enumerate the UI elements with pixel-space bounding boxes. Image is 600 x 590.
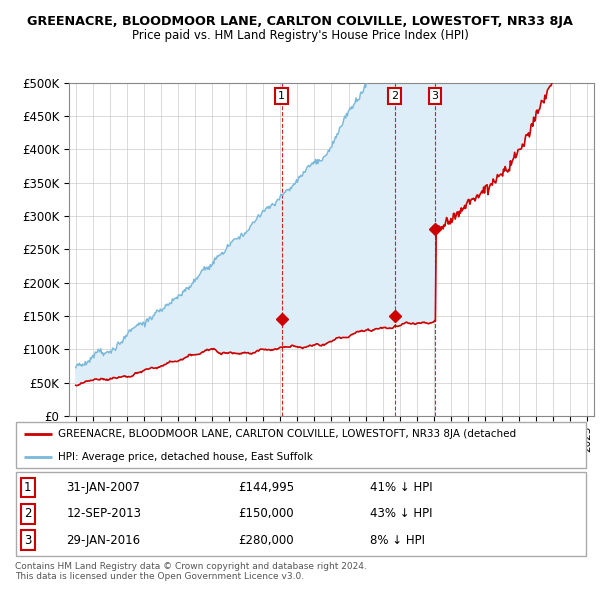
- Text: £144,995: £144,995: [238, 481, 295, 494]
- Text: GREENACRE, BLOODMOOR LANE, CARLTON COLVILLE, LOWESTOFT, NR33 8JA (detached: GREENACRE, BLOODMOOR LANE, CARLTON COLVI…: [58, 429, 516, 439]
- Text: 31-JAN-2007: 31-JAN-2007: [67, 481, 140, 494]
- FancyBboxPatch shape: [16, 472, 586, 556]
- Text: Price paid vs. HM Land Registry's House Price Index (HPI): Price paid vs. HM Land Registry's House …: [131, 30, 469, 42]
- Text: 1: 1: [24, 481, 31, 494]
- Text: 3: 3: [431, 91, 439, 101]
- Text: 43% ↓ HPI: 43% ↓ HPI: [370, 507, 433, 520]
- FancyBboxPatch shape: [16, 422, 586, 468]
- Text: GREENACRE, BLOODMOOR LANE, CARLTON COLVILLE, LOWESTOFT, NR33 8JA: GREENACRE, BLOODMOOR LANE, CARLTON COLVI…: [27, 15, 573, 28]
- Text: 1: 1: [278, 91, 285, 101]
- Text: 29-JAN-2016: 29-JAN-2016: [67, 533, 140, 546]
- Text: 41% ↓ HPI: 41% ↓ HPI: [370, 481, 433, 494]
- Text: 12-SEP-2013: 12-SEP-2013: [67, 507, 142, 520]
- Text: 8% ↓ HPI: 8% ↓ HPI: [370, 533, 425, 546]
- Text: 3: 3: [24, 533, 31, 546]
- Text: 2: 2: [24, 507, 31, 520]
- Text: HPI: Average price, detached house, East Suffolk: HPI: Average price, detached house, East…: [58, 452, 313, 462]
- Text: This data is licensed under the Open Government Licence v3.0.: This data is licensed under the Open Gov…: [15, 572, 304, 581]
- Text: £150,000: £150,000: [238, 507, 294, 520]
- Text: 2: 2: [391, 91, 398, 101]
- Text: £280,000: £280,000: [238, 533, 294, 546]
- Text: Contains HM Land Registry data © Crown copyright and database right 2024.: Contains HM Land Registry data © Crown c…: [15, 562, 367, 571]
